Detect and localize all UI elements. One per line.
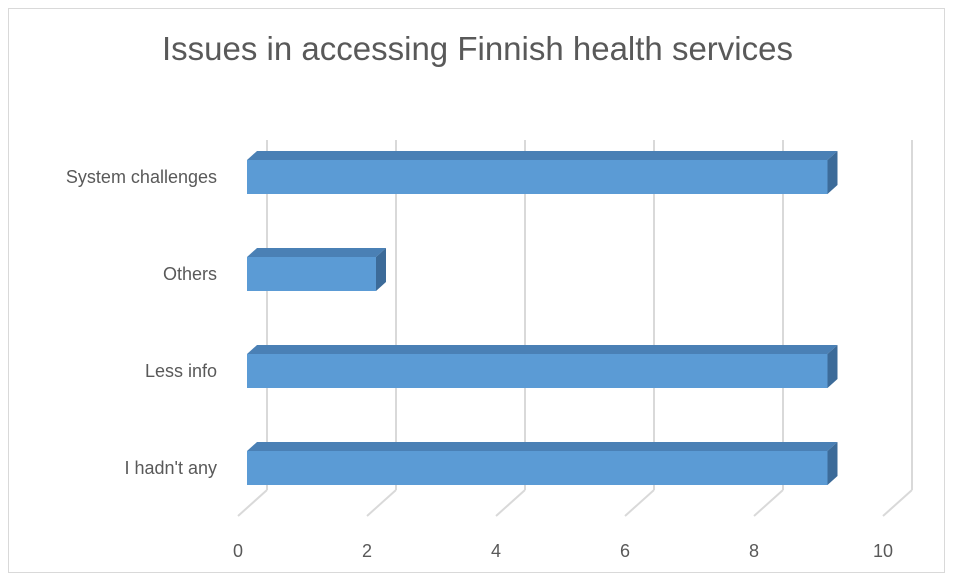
bar-1 (247, 257, 376, 291)
category-label-0: System challenges (66, 167, 217, 187)
gridline-floor-6 (624, 489, 655, 517)
gridline-floor-10 (882, 489, 913, 517)
x-tick-label-4: 4 (491, 541, 501, 561)
gridline-floor-0 (237, 489, 268, 517)
bar-side-0 (827, 151, 838, 194)
bar-side-3 (827, 442, 838, 485)
category-label-1: Others (163, 264, 217, 284)
bar-3 (247, 451, 828, 485)
bar-side-1 (376, 248, 386, 291)
gridline-floor-2 (366, 489, 397, 517)
x-tick-label-10: 10 (873, 541, 893, 561)
bar-top-1 (247, 248, 386, 257)
bar-top-2 (247, 345, 838, 354)
gridline-floor-4 (495, 489, 526, 517)
bar-side-2 (827, 345, 838, 388)
bar-2 (247, 354, 828, 388)
bar-0 (247, 160, 828, 194)
category-label-3: I hadn't any (124, 458, 217, 478)
x-tick-label-8: 8 (749, 541, 759, 561)
chart-title: Issues in accessing Finnish health servi… (162, 30, 793, 67)
x-tick-label-6: 6 (620, 541, 630, 561)
bar-top-0 (247, 151, 838, 160)
gridline-floor-8 (753, 489, 784, 517)
bar-top-3 (247, 442, 838, 451)
x-tick-label-0: 0 (233, 541, 243, 561)
category-label-2: Less info (145, 361, 217, 381)
x-tick-label-2: 2 (362, 541, 372, 561)
